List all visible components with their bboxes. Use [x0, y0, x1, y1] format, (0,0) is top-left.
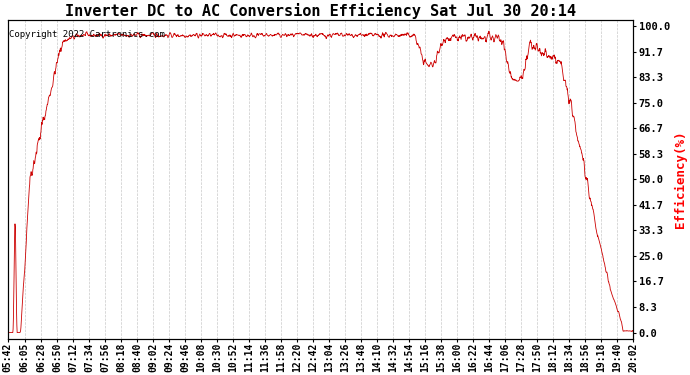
Title: Inverter DC to AC Conversion Efficiency Sat Jul 30 20:14: Inverter DC to AC Conversion Efficiency …: [65, 3, 576, 19]
Y-axis label: Efficiency(%): Efficiency(%): [674, 130, 687, 228]
Text: Copyright 2022 Cartronics.com: Copyright 2022 Cartronics.com: [9, 30, 165, 39]
